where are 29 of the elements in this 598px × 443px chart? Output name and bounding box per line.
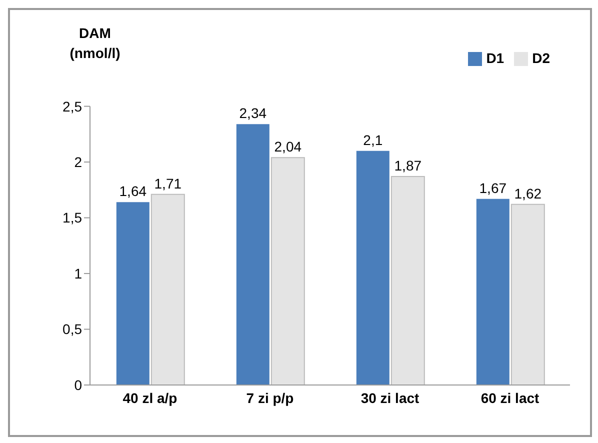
data-label: 2,04 [274,138,302,155]
x-tick-label: 30 zi lact [360,390,420,406]
data-label: 1,87 [394,158,422,174]
y-axis-title: DAM (nmol/l) [70,25,120,61]
bar [476,198,510,385]
y-tick-label: 2,5 [62,98,82,114]
y-tick-label: 0 [74,376,82,393]
data-label: 1,67 [479,180,507,196]
bar [150,194,185,385]
data-label: 1,62 [514,185,542,202]
y-tick-label: 1,5 [62,210,82,226]
bar [356,150,390,385]
data-label: 2,34 [239,105,267,122]
legend-label: D1 [486,50,504,66]
bar [116,202,150,385]
y-tick-label: 1 [74,265,82,282]
x-tick-label: 60 zi lact [480,390,540,406]
data-label: 2,1 [363,132,383,148]
bar [510,204,545,385]
y-tick-label: 2 [74,154,82,170]
data-label: 1,71 [154,175,182,192]
data-label: 1,64 [119,183,147,200]
bar [270,157,305,385]
x-tick-label: 7 zi p/p [246,390,294,406]
y-tick-label: 0,5 [62,321,82,338]
legend-label: D2 [532,50,550,66]
x-tick-label: 40 zl a/p [122,390,178,406]
bar [390,176,425,385]
bar [236,124,270,385]
